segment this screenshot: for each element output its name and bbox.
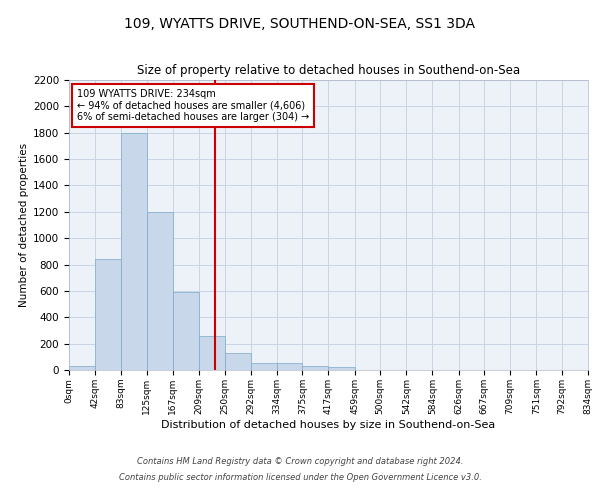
Bar	[69, 366, 95, 370]
Y-axis label: Number of detached properties: Number of detached properties	[19, 143, 29, 307]
Text: Contains HM Land Registry data © Crown copyright and database right 2024.: Contains HM Land Registry data © Crown c…	[137, 458, 463, 466]
Title: Size of property relative to detached houses in Southend-on-Sea: Size of property relative to detached ho…	[137, 64, 520, 78]
Bar	[121, 132, 147, 370]
Bar	[302, 366, 329, 370]
Text: Contains public sector information licensed under the Open Government Licence v3: Contains public sector information licen…	[119, 472, 481, 482]
Bar	[199, 336, 224, 370]
Bar	[224, 353, 251, 370]
Bar	[147, 212, 173, 370]
Bar	[173, 292, 199, 370]
Text: 109 WYATTS DRIVE: 234sqm
← 94% of detached houses are smaller (4,606)
6% of semi: 109 WYATTS DRIVE: 234sqm ← 94% of detach…	[77, 88, 309, 122]
Bar	[251, 364, 277, 370]
Bar	[95, 260, 121, 370]
Text: 109, WYATTS DRIVE, SOUTHEND-ON-SEA, SS1 3DA: 109, WYATTS DRIVE, SOUTHEND-ON-SEA, SS1 …	[125, 18, 476, 32]
Bar	[329, 368, 355, 370]
X-axis label: Distribution of detached houses by size in Southend-on-Sea: Distribution of detached houses by size …	[161, 420, 496, 430]
Bar	[277, 364, 302, 370]
